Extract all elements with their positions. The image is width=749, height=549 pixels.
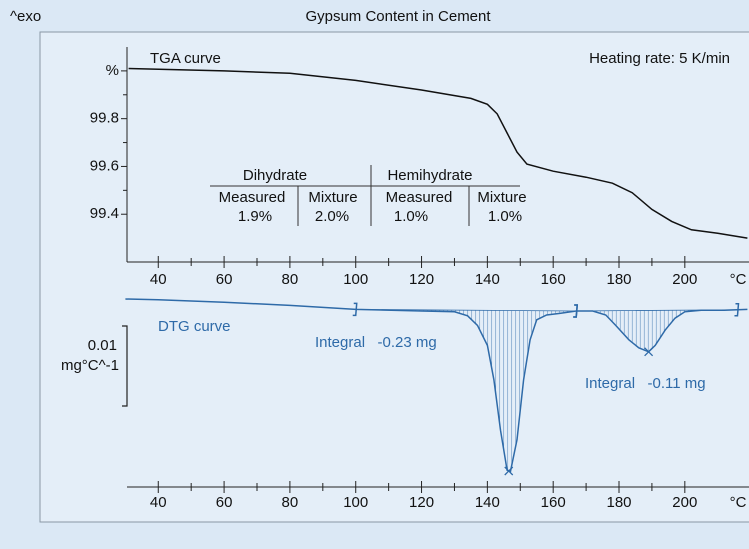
table-column: Measured [386,189,453,206]
table-column: Mixture [308,189,357,206]
x-tick-label: 40 [150,271,167,288]
x-tick-label: 40 [150,494,167,511]
x-tick-label: 100 [343,494,368,511]
table-cell: 1.0% [488,208,522,225]
x-tick-label: 140 [475,271,500,288]
table-group: Dihydrate [243,167,307,184]
corner-label: ^exo [10,8,41,25]
x-tick-label: 200 [672,494,697,511]
y-tick-label: 99.4 [90,205,119,222]
table-column: Mixture [477,189,526,206]
table-column: Measured [219,189,286,206]
note: Heating rate: 5 K/min [589,50,730,67]
integral-label: Integral -0.23 mg [315,334,437,351]
x-tick-label: 60 [216,271,233,288]
table: Dihydrate Hemihydrate Measured Mixture M… [210,165,527,226]
curve [125,298,748,473]
x-tick-label: 160 [541,494,566,511]
x-tick-label: 120 [409,494,434,511]
scale-bar [122,325,128,407]
x-tick-label: 180 [606,494,631,511]
x-tick-label: 80 [282,271,299,288]
x-tick-label: 160 [541,271,566,288]
x-tick-label: 80 [282,494,299,511]
table-group: Hemihydrate [387,167,472,184]
x-axis-label: °C [730,271,747,288]
integral-label: Integral -0.11 mg [585,375,706,392]
chart-title: Gypsum Content in Cement [305,8,491,25]
x-axis-label: °C [730,494,747,511]
panel [39,31,749,523]
x-tick-label: 100 [343,271,368,288]
table-cell: 2.0% [315,208,349,225]
series-label: TGA curve [150,50,221,67]
series-label: DTG curve [158,318,231,335]
y-tick-label: 99.6 [90,157,119,174]
scale-bar-label: 0.01 [88,337,117,354]
scale-bar-unit: mg°C^-1 [61,357,119,374]
x-tick-label: 60 [216,494,233,511]
x-tick-label: 200 [672,271,697,288]
table-cell: 1.9% [238,208,272,225]
table-cell: 1.0% [394,208,428,225]
y-tick-label: 99.8 [90,110,119,127]
curve [128,67,748,239]
x-tick-label: 120 [409,271,434,288]
y-tick-label: % [106,62,119,79]
x-tick-label: 180 [606,271,631,288]
x-tick-label: 140 [475,494,500,511]
